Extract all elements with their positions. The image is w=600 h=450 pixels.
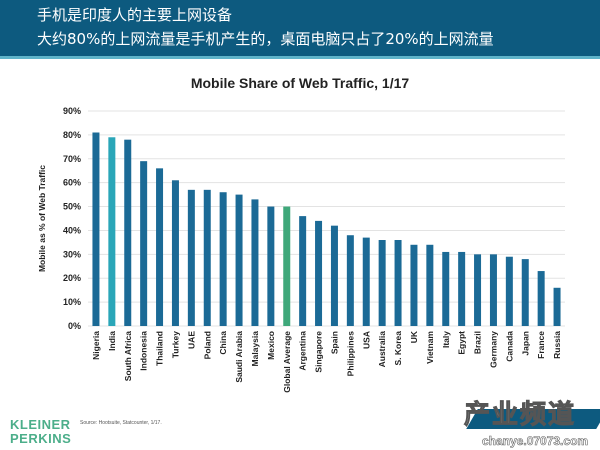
- bar-poland: [203, 189, 211, 326]
- x-tick-label: Global Average: [282, 331, 292, 393]
- x-tick-label: Philippines: [345, 331, 355, 377]
- x-tick-label: China: [218, 331, 228, 355]
- bar-spain: [330, 225, 338, 326]
- watermark-url: chanye.07073.com: [482, 434, 589, 449]
- subheadline: 大约80%的上网流量是手机产生的，桌面电脑只占了20%的上网流量: [37, 30, 494, 48]
- x-tick-label: Brazil: [473, 331, 483, 354]
- x-tick-label: France: [536, 331, 546, 359]
- bar-global-average: [283, 206, 291, 326]
- headline: 手机是印度人的主要上网设备: [37, 6, 233, 24]
- x-tick-label: Indonesia: [139, 331, 149, 371]
- bar-france: [537, 271, 545, 326]
- bar-malaysia: [251, 199, 259, 326]
- bar-canada: [505, 256, 513, 326]
- y-tick-label: 50%: [63, 202, 81, 212]
- x-tick-label: UK: [409, 330, 419, 343]
- x-tick-label: Saudi Arabia: [234, 331, 244, 383]
- bar-saudi-arabia: [235, 194, 243, 326]
- bar-indonesia: [140, 161, 148, 326]
- bar-turkey: [171, 180, 179, 326]
- watermark-text: 产业频道: [463, 399, 577, 430]
- y-tick-label: 80%: [63, 130, 81, 140]
- kleiner-perkins-logo: KLEINER PERKINS: [10, 417, 72, 446]
- chart-title: Mobile Share of Web Traffic, 1/17: [190, 75, 410, 91]
- bar-italy: [442, 251, 450, 326]
- x-tick-label: Turkey: [170, 331, 180, 359]
- y-tick-label: 0%: [68, 321, 81, 331]
- watermark-logo: 产业频道 chanye.07073.com: [452, 399, 600, 450]
- y-tick-label: 10%: [63, 297, 81, 307]
- bar-philippines: [346, 235, 354, 326]
- x-tick-label: Singapore: [314, 331, 324, 373]
- x-tick-label: Japan: [520, 331, 530, 356]
- y-axis-label: Mobile as % of Web Traffic: [37, 165, 47, 272]
- x-tick-label: South Africa: [123, 331, 133, 381]
- header-banner: 手机是印度人的主要上网设备 大约80%的上网流量是手机产生的，桌面电脑只占了20…: [0, 0, 600, 59]
- x-tick-label: Spain: [329, 331, 339, 354]
- x-tick-label: Poland: [202, 331, 212, 359]
- y-tick-label: 70%: [63, 154, 81, 164]
- x-tick-label: India: [107, 331, 117, 351]
- x-tick-label: Egypt: [457, 331, 467, 355]
- x-tick-label: Mexico: [266, 331, 276, 360]
- y-tick-label: 90%: [63, 106, 81, 116]
- x-tick-label: Thailand: [155, 331, 165, 366]
- x-tick-label: Malaysia: [250, 331, 260, 367]
- x-tick-label: Vietnam: [425, 331, 435, 364]
- bar-russia: [553, 287, 561, 326]
- bar-nigeria: [92, 132, 100, 326]
- bar-japan: [521, 259, 529, 326]
- bar-uae: [187, 189, 195, 326]
- bar-vietnam: [426, 244, 434, 326]
- source-note: Source: Hootsuite, Statcounter, 1/17.: [80, 420, 162, 426]
- bar-singapore: [315, 220, 323, 326]
- bar-india: [108, 137, 116, 326]
- y-tick-label: 60%: [63, 178, 81, 188]
- y-tick-label: 40%: [63, 225, 81, 235]
- x-tick-label: Germany: [488, 331, 498, 368]
- bar-uk: [410, 244, 418, 326]
- x-tick-label: Australia: [377, 331, 387, 368]
- bar-s-korea: [394, 240, 402, 326]
- x-tick-label: UAE: [186, 331, 196, 349]
- x-tick-label: Nigeria: [91, 331, 101, 360]
- x-tick-label: Italy: [441, 331, 451, 348]
- bar-brazil: [474, 254, 482, 326]
- bar-mexico: [267, 206, 275, 326]
- bar-thailand: [156, 168, 164, 326]
- x-tick-label: S. Korea: [393, 331, 403, 366]
- x-tick-label: Argentina: [298, 331, 308, 371]
- bar-egypt: [458, 251, 466, 326]
- x-tick-label: Canada: [504, 331, 514, 362]
- x-tick-label: Russia: [552, 331, 562, 359]
- bar-usa: [362, 237, 370, 326]
- bar-australia: [378, 240, 386, 326]
- bar-argentina: [299, 216, 307, 326]
- bar-south-africa: [124, 139, 132, 326]
- bar-china: [219, 192, 227, 326]
- x-tick-label: USA: [361, 331, 371, 349]
- bar-germany: [489, 254, 497, 326]
- y-tick-label: 20%: [63, 273, 81, 283]
- y-tick-label: 30%: [63, 249, 81, 259]
